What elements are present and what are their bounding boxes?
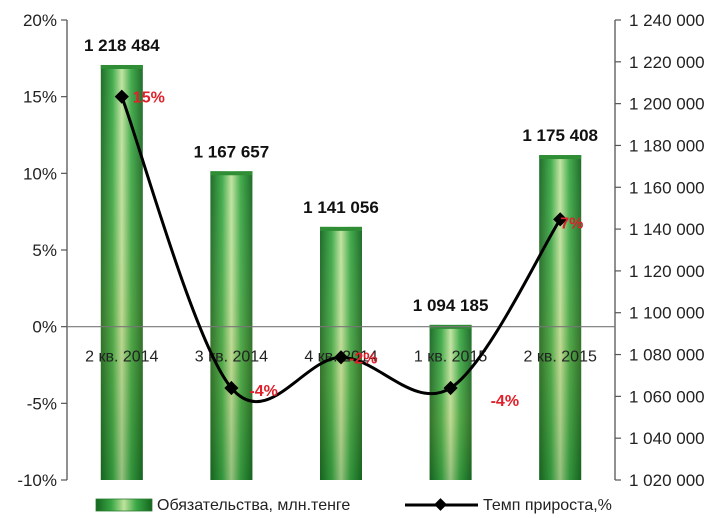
legend-item-bars: Обязательства, млн.тенге [95,497,350,514]
left-tick-label: 15% [23,88,57,107]
line-value-label: -4% [249,383,277,400]
legend-label: Темп прироста,% [483,497,612,514]
right-tick-label: 1 060 000 [629,387,705,406]
bar [539,155,582,480]
bar-series [100,64,582,480]
growth-line [120,96,562,404]
line-series [114,89,568,404]
right-tick-label: 1 200 000 [629,95,705,114]
line-value-label: 15% [133,90,165,107]
line-value-label: 7% [560,215,583,232]
line-value-label: -4% [491,393,519,410]
bar-value-label: 1 218 484 [84,36,160,55]
bar-top [320,226,362,231]
bar [429,324,472,480]
bar-value-labels: 1 218 484 1 167 657 1 141 056 1 094 185 1 17… [84,36,598,315]
left-tick-label: -5% [27,394,57,413]
left-axis: 20% 15% 10% 5% 0% -5% -10% [17,11,68,490]
right-tick-label: 1 040 000 [629,429,705,448]
bar-shade [539,155,582,480]
category-label: 1 кв. 2015 [414,349,487,366]
line-point [333,350,349,365]
bar-shade [100,64,143,480]
bar-top [210,171,253,176]
bar-value-label: 1 175 408 [522,126,598,145]
legend-swatch-marker [434,498,447,511]
line-value-labels: 15% -4% -2% -4% 7% [133,90,584,410]
left-tick-label: 0% [32,318,57,337]
right-tick-label: 1 140 000 [629,220,705,239]
right-axis: 1 240 000 1 220 000 1 200 000 1 180 000 1 16… [614,11,705,490]
right-tick-label: 1 220 000 [629,53,705,72]
bar-value-label: 1 094 185 [413,296,489,315]
line-point [224,380,239,396]
bar [210,171,253,480]
left-tick-label: 20% [23,11,57,30]
right-tick-label: 1 240 000 [629,11,705,30]
line-point [553,212,568,227]
right-tick-label: 1 080 000 [629,346,705,365]
right-tick-label: 1 020 000 [629,471,705,490]
category-label: 2 кв. 2015 [524,349,597,366]
bar-value-label: 1 141 056 [303,198,379,217]
line-point [443,380,458,396]
legend-swatch-bars [95,498,153,512]
right-tick-label: 1 100 000 [629,304,705,323]
left-tick-label: 10% [23,164,57,183]
legend-item-line: Темп прироста,% [405,497,612,514]
right-tick-label: 1 120 000 [629,262,705,281]
category-label: 3 кв. 2014 [195,349,268,366]
left-tick-label: -10% [17,471,57,490]
category-label: 2 кв. 2014 [85,349,158,366]
left-tick-label: 5% [32,241,57,260]
bar-top [100,64,143,69]
right-tick-label: 1 160 000 [629,178,705,197]
bar-top [539,155,582,160]
bar-value-label: 1 167 657 [194,142,270,161]
bar-shade [429,324,472,480]
bar [100,64,143,480]
legend: Обязательства, млн.тенге Темп прироста,% [95,497,612,514]
legend-label: Обязательства, млн.тенге [157,497,350,514]
category-labels: 2 кв. 2014 3 кв. 2014 4 кв. 2014 1 кв. 2015… [85,349,597,366]
line-value-label: -2% [349,350,377,367]
right-tick-label: 1 180 000 [629,136,705,155]
bar-shade [210,171,253,480]
